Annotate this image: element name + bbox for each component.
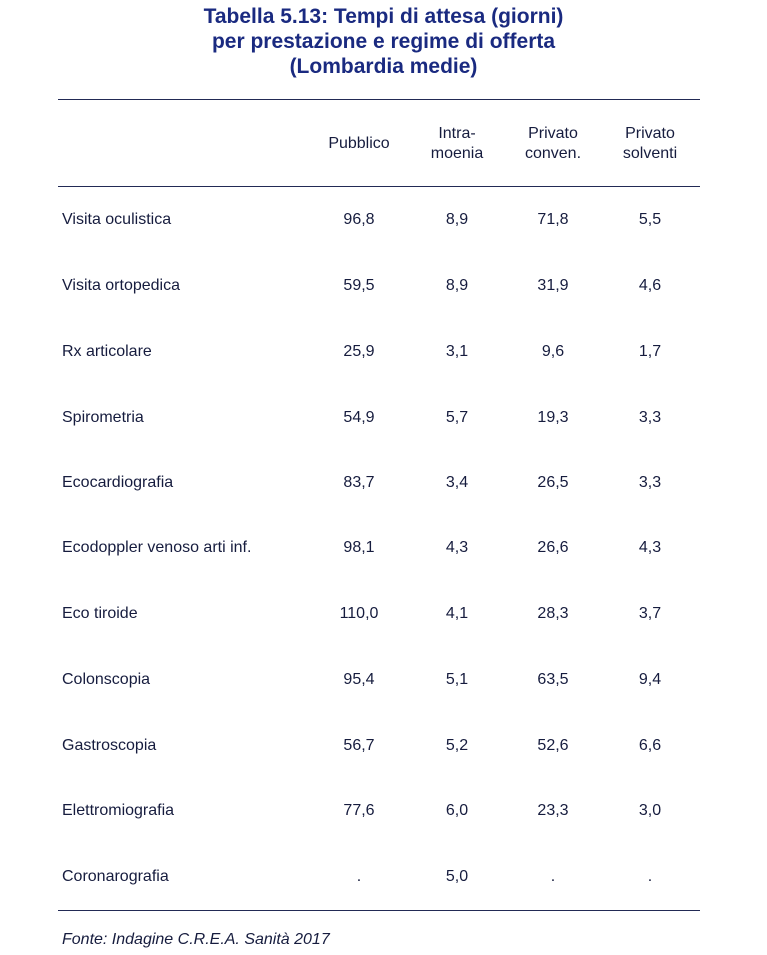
cell-privato-solventi: 6,6 <box>638 737 662 754</box>
bottom-rule <box>58 910 700 911</box>
cell-privato-conven: . <box>550 868 556 885</box>
row-label: Colonscopia <box>62 671 151 688</box>
cell-privato-conven: 28,3 <box>537 605 569 622</box>
cell-privato-conven: 9,6 <box>541 343 565 360</box>
cell-privato-conven: 26,6 <box>537 539 569 556</box>
cell-pubblico: 96,8 <box>343 211 375 228</box>
row-label: Ecocardiografia <box>62 474 174 491</box>
cell-privato-solventi: 3,0 <box>638 802 662 819</box>
table-title-line-1: Tabella 5.13: Tempi di attesa (giorni) <box>203 5 564 28</box>
cell-intramoenia: 8,9 <box>445 211 469 228</box>
cell-privato-conven: 23,3 <box>537 802 569 819</box>
cell-pubblico: 98,1 <box>343 539 375 556</box>
table-row: Eco tiroide 110,0 4,1 28,3 3,7 <box>0 603 767 625</box>
cell-intramoenia: 6,0 <box>445 802 469 819</box>
cell-intramoenia: 5,1 <box>445 671 469 688</box>
table-row: Ecocardiografia 83,7 3,4 26,5 3,3 <box>0 472 767 494</box>
cell-privato-conven: 52,6 <box>537 737 569 754</box>
cell-intramoenia: 5,0 <box>445 868 469 885</box>
cell-privato-solventi: 4,3 <box>638 539 662 556</box>
header-intramoenia: Intra- moenia <box>430 125 484 162</box>
header-rule <box>58 186 700 187</box>
cell-pubblico: 59,5 <box>343 277 375 294</box>
row-label: Visita oculistica <box>62 211 172 228</box>
cell-privato-solventi: 3,3 <box>638 409 662 426</box>
table-row: Visita ortopedica 59,5 8,9 31,9 4,6 <box>0 275 767 297</box>
row-label: Visita ortopedica <box>62 277 180 294</box>
row-label: Rx articolare <box>62 343 152 360</box>
cell-intramoenia: 4,1 <box>445 605 469 622</box>
table-title-line-2: per prestazione e regime di offerta <box>211 30 556 53</box>
cell-privato-conven: 31,9 <box>537 277 569 294</box>
cell-pubblico: 83,7 <box>343 474 375 491</box>
table-row: Visita oculistica 96,8 8,9 71,8 5,5 <box>0 209 767 231</box>
cell-privato-solventi: . <box>647 868 653 885</box>
table-title: Tabella 5.13: Tempi di attesa (giorni) p… <box>0 4 767 79</box>
cell-privato-conven: 26,5 <box>537 474 569 491</box>
header-privato-conven: Privato conven. <box>524 125 582 162</box>
row-label: Eco tiroide <box>62 605 138 622</box>
table-row: Ecodoppler venoso arti inf. 98,1 4,3 26,… <box>0 537 767 559</box>
cell-pubblico: 110,0 <box>339 605 379 622</box>
table-row: Coronarografia . 5,0 . . <box>0 866 767 888</box>
cell-privato-conven: 71,8 <box>537 211 569 228</box>
cell-privato-solventi: 5,5 <box>638 211 662 228</box>
cell-intramoenia: 8,9 <box>445 277 469 294</box>
source-note: Fonte: Indagine C.R.E.A. Sanità 2017 <box>62 931 330 948</box>
cell-privato-solventi: 3,7 <box>638 605 662 622</box>
table-row: Gastroscopia 56,7 5,2 52,6 6,6 <box>0 735 767 757</box>
cell-pubblico: 25,9 <box>343 343 375 360</box>
cell-privato-solventi: 4,6 <box>638 277 662 294</box>
cell-privato-solventi: 3,3 <box>638 474 662 491</box>
cell-intramoenia: 5,7 <box>445 409 469 426</box>
table-row: Elettromiografia 77,6 6,0 23,3 3,0 <box>0 800 767 822</box>
row-label: Elettromiografia <box>62 802 175 819</box>
table-row: Rx articolare 25,9 3,1 9,6 1,7 <box>0 341 767 363</box>
cell-intramoenia: 3,4 <box>445 474 469 491</box>
cell-intramoenia: 5,2 <box>445 737 469 754</box>
cell-pubblico: 95,4 <box>343 671 375 688</box>
row-label: Ecodoppler venoso arti inf. <box>62 539 252 556</box>
row-label: Coronarografia <box>62 868 169 885</box>
cell-privato-conven: 63,5 <box>537 671 569 688</box>
cell-pubblico: 56,7 <box>343 737 375 754</box>
table-row: Colonscopia 95,4 5,1 63,5 9,4 <box>0 669 767 691</box>
table-title-line-3: (Lombardia medie) <box>289 55 478 78</box>
cell-pubblico: . <box>356 868 362 885</box>
table-row: Spirometria 54,9 5,7 19,3 3,3 <box>0 407 767 429</box>
cell-intramoenia: 3,1 <box>445 343 469 360</box>
cell-pubblico: 54,9 <box>343 409 375 426</box>
cell-privato-conven: 19,3 <box>537 409 569 426</box>
top-rule <box>58 99 700 100</box>
cell-privato-solventi: 9,4 <box>638 671 662 688</box>
row-label: Gastroscopia <box>62 737 157 754</box>
cell-intramoenia: 4,3 <box>445 539 469 556</box>
header-privato-solventi: Privato solventi <box>622 125 678 162</box>
cell-pubblico: 77,6 <box>343 802 375 819</box>
row-label: Spirometria <box>62 409 144 426</box>
cell-privato-solventi: 1,7 <box>638 343 662 360</box>
header-pubblico: Pubblico <box>328 135 390 152</box>
